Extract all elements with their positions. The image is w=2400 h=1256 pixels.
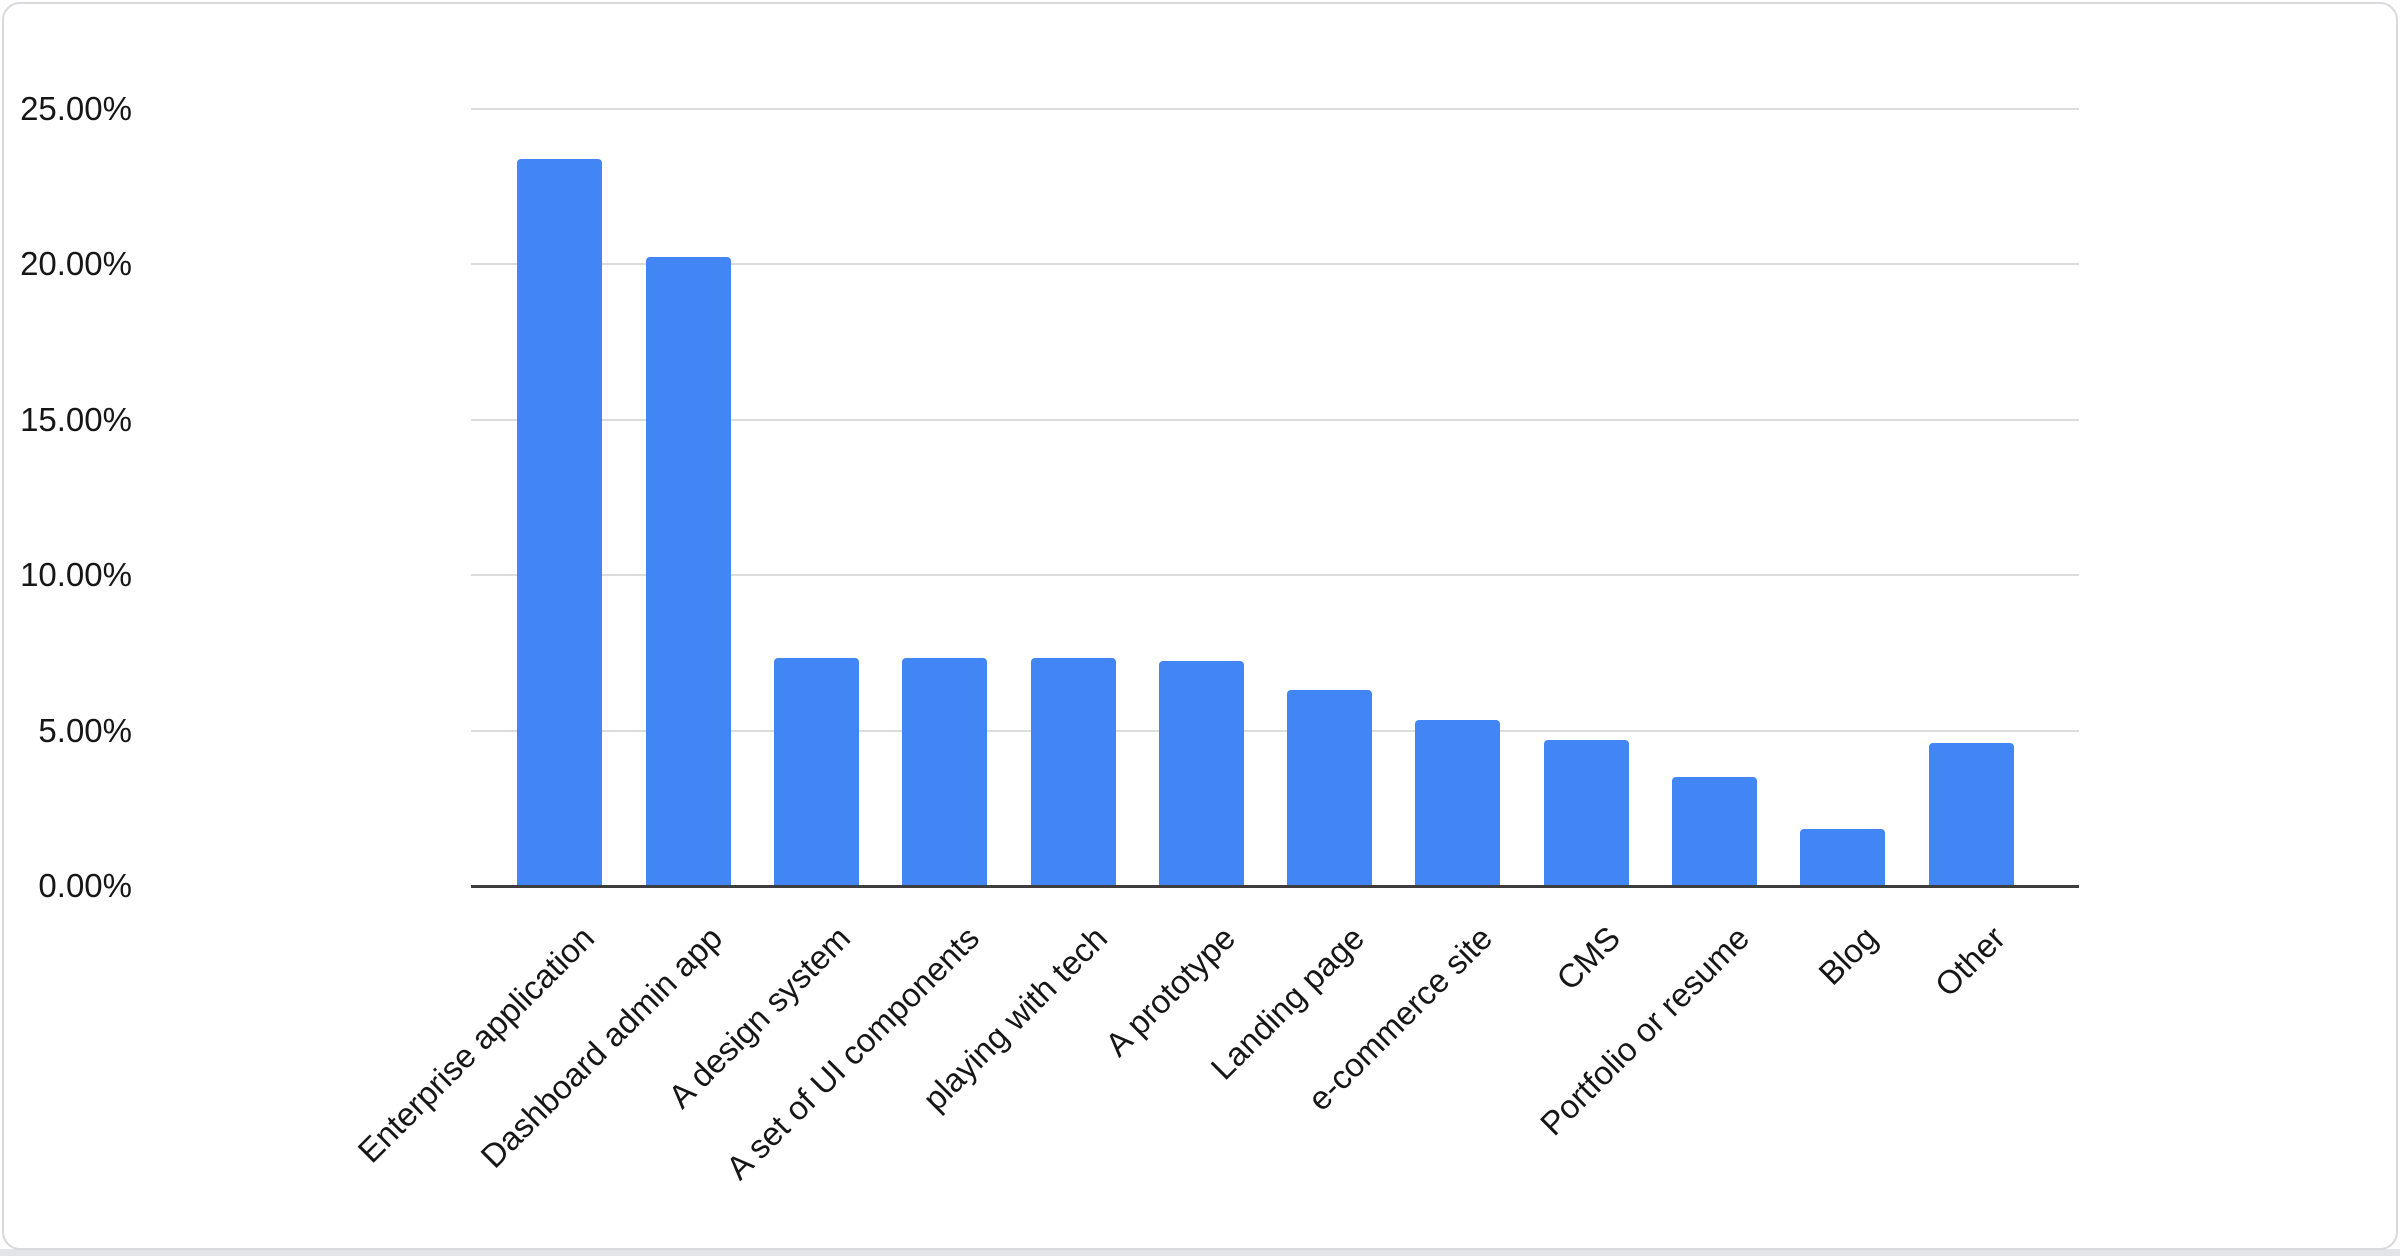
bar-enterprise-application[interactable] — [517, 158, 603, 886]
page-background-strip — [0, 1249, 2400, 1256]
y-axis-tick-label: 10.00% — [20, 556, 132, 594]
gridline — [471, 418, 2079, 421]
bar-portfolio-or-resume[interactable] — [1672, 777, 1757, 886]
bar-dashboard-admin-app[interactable] — [645, 256, 731, 886]
bar-a-design-system[interactable] — [773, 657, 859, 886]
gridline — [471, 574, 2079, 577]
bar-a-set-of-ui-components[interactable] — [902, 657, 988, 886]
bar-e-commerce-site[interactable] — [1415, 719, 1501, 886]
bar-chart-plot-area: 0.00% 5.00% 10.00% 15.00% 20.00% 25.00% Enterp… — [20, 92, 2079, 1186]
y-axis-tick-label: 5.00% — [38, 711, 132, 749]
x-axis-category-label: Enterprise application — [350, 919, 601, 1170]
gridline — [471, 729, 2079, 732]
gridline — [471, 263, 2079, 266]
y-axis-tick-label: 0.00% — [38, 867, 132, 904]
bar-blog[interactable] — [1800, 828, 1886, 886]
x-axis-baseline — [471, 884, 2079, 888]
bar-a-prototype[interactable] — [1158, 660, 1244, 886]
bar-landing-page[interactable] — [1287, 690, 1373, 886]
bar-cms[interactable] — [1543, 739, 1629, 886]
bar-playing-with-tech[interactable] — [1030, 657, 1116, 886]
y-axis-tick-label: 25.00% — [20, 90, 132, 127]
gridline — [471, 108, 2079, 110]
y-axis-tick-label: 15.00% — [20, 400, 132, 438]
bar-other[interactable] — [1928, 743, 2014, 886]
y-axis-tick-label: 20.00% — [20, 245, 132, 283]
